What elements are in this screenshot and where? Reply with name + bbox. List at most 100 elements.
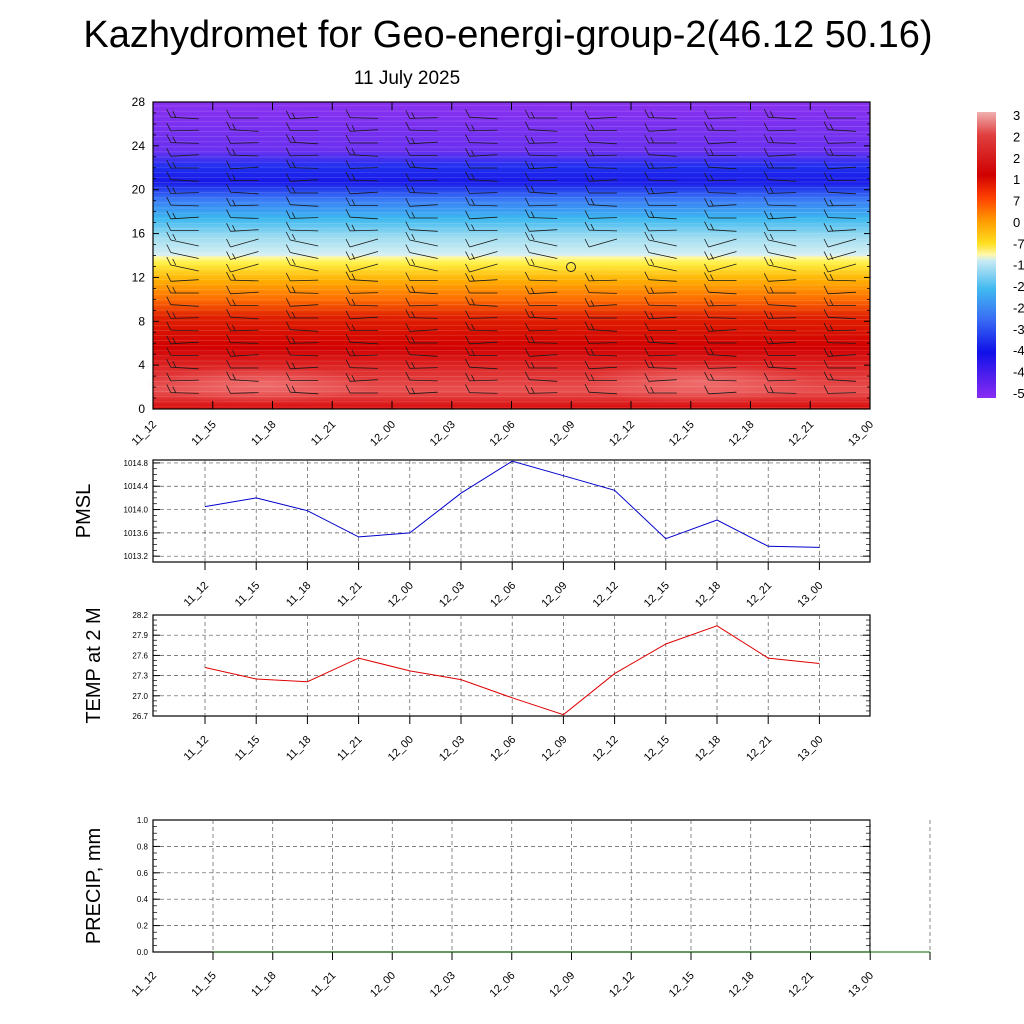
wind-barb-flag xyxy=(710,253,714,260)
colorbar-label: -5 xyxy=(1013,386,1024,401)
wind-barb-flag xyxy=(763,210,769,219)
wind-barb-flag xyxy=(226,285,231,294)
wind-barb-flag xyxy=(524,184,530,193)
wind-barb-flag xyxy=(644,384,650,394)
wind-barb-flag xyxy=(644,271,650,280)
wind-barb-flag xyxy=(704,238,709,248)
wind-barb xyxy=(827,191,857,195)
wind-barb-flag xyxy=(650,187,655,194)
contour-line xyxy=(152,330,871,332)
wind-barb-flag xyxy=(590,198,595,205)
wind-barb xyxy=(290,229,319,232)
wind-barb-flag xyxy=(166,347,172,356)
wind-barb xyxy=(827,217,857,219)
profile-warm-core-2 xyxy=(580,363,820,403)
wind-barb xyxy=(648,279,677,282)
wind-barb-flag xyxy=(351,273,356,280)
wind-barb xyxy=(349,292,379,294)
wind-barb-flag xyxy=(650,111,655,118)
wind-barb xyxy=(648,179,677,182)
temp-y-tick-label: 26.7 xyxy=(132,712,148,721)
wind-barb-flag xyxy=(172,161,177,169)
wind-barb-flag xyxy=(405,198,411,207)
wind-barb xyxy=(768,304,797,307)
wind-barb-flag xyxy=(465,148,470,157)
wind-barb-flag xyxy=(285,173,291,182)
wind-barb xyxy=(529,239,558,247)
wind-barb-flag xyxy=(465,284,470,294)
contour-line xyxy=(152,334,871,336)
wind-barb-flag xyxy=(524,244,530,253)
chart-title: Kazhydromet for Geo-energi-group-2(46.12… xyxy=(83,14,932,56)
wind-barb-flag xyxy=(704,334,709,344)
profile-x-tick-label: 12_09 xyxy=(547,419,577,449)
wind-barb-flag xyxy=(411,286,416,293)
wind-barb xyxy=(768,366,797,370)
profile-x-tick-label: 12_03 xyxy=(428,419,458,449)
wind-barb-flag xyxy=(584,360,590,369)
wind-barb xyxy=(409,304,438,307)
wind-barb xyxy=(708,166,737,170)
wind-barb-flag xyxy=(226,385,231,394)
wind-barb-flag xyxy=(763,122,769,132)
wind-barb-flag xyxy=(285,147,291,157)
temp-x-tick-label: 11_12 xyxy=(182,734,212,764)
wind-barb xyxy=(708,367,737,369)
temp-y-axis-label: TEMP at 2 M xyxy=(83,607,105,723)
temp-y-tick-label: 27.9 xyxy=(132,631,148,640)
wind-barb xyxy=(768,329,797,332)
wind-barb-flag xyxy=(644,322,650,331)
wind-barb-flag xyxy=(763,384,769,393)
wind-barb xyxy=(529,191,558,195)
wind-barb-flag xyxy=(710,200,714,207)
wind-barb-flag xyxy=(291,136,296,143)
wind-barb-flag xyxy=(411,336,416,344)
wind-barb-flag xyxy=(644,285,650,294)
wind-barb-flag xyxy=(411,233,416,241)
wind-barb-flag xyxy=(590,374,595,381)
pmsl-x-tick-label: 11_18 xyxy=(284,580,314,610)
wind-barb-flag xyxy=(465,359,470,368)
wind-barb xyxy=(230,142,259,144)
wind-barb-flag xyxy=(226,160,231,169)
wind-barb-flag xyxy=(704,346,709,355)
wind-barb xyxy=(827,166,857,170)
wind-barb-flag xyxy=(285,335,291,344)
wind-barb-flag xyxy=(524,371,530,380)
wind-barb xyxy=(588,292,618,294)
contour-line xyxy=(152,319,871,321)
wind-barb-flag xyxy=(465,122,470,132)
wind-barb-flag xyxy=(829,123,834,130)
wind-barb-flag xyxy=(710,149,714,156)
wind-barb-flag xyxy=(291,362,296,369)
contour-line xyxy=(152,299,871,301)
wind-barb-flag xyxy=(285,244,291,253)
wind-barb xyxy=(290,304,319,307)
wind-barb xyxy=(529,329,558,332)
wind-barb-flag xyxy=(769,187,774,194)
wind-barb-flag xyxy=(584,110,590,119)
wind-barb-flag xyxy=(291,186,296,194)
pmsl-series-line xyxy=(204,460,820,548)
precip-y-tick-label: 0.8 xyxy=(137,842,149,851)
wind-barb-flag xyxy=(232,350,236,357)
wind-barb-flag xyxy=(465,134,470,143)
pmsl-x-tick-label: 12_06 xyxy=(488,580,518,610)
wind-barb-flag xyxy=(465,109,470,118)
wind-barb-flag xyxy=(710,123,714,131)
wind-barb-flag xyxy=(524,209,530,218)
wind-barb-flag xyxy=(166,109,172,118)
wind-barb-flag xyxy=(232,199,236,207)
wind-barb xyxy=(349,316,379,320)
wind-barb-flag xyxy=(644,160,650,169)
temp-y-tick-label: 28.2 xyxy=(132,611,148,620)
wind-barb xyxy=(230,263,259,273)
profile-x-tick-label: 12_06 xyxy=(488,419,518,449)
wind-barb xyxy=(469,366,498,370)
wind-barb-flag xyxy=(166,171,172,180)
pmsl-y-tick-label: 1013.2 xyxy=(124,552,149,561)
wind-barb-flag xyxy=(351,253,356,260)
pmsl-frame xyxy=(152,459,871,563)
contour-line xyxy=(152,196,871,199)
contour-line xyxy=(152,150,871,153)
